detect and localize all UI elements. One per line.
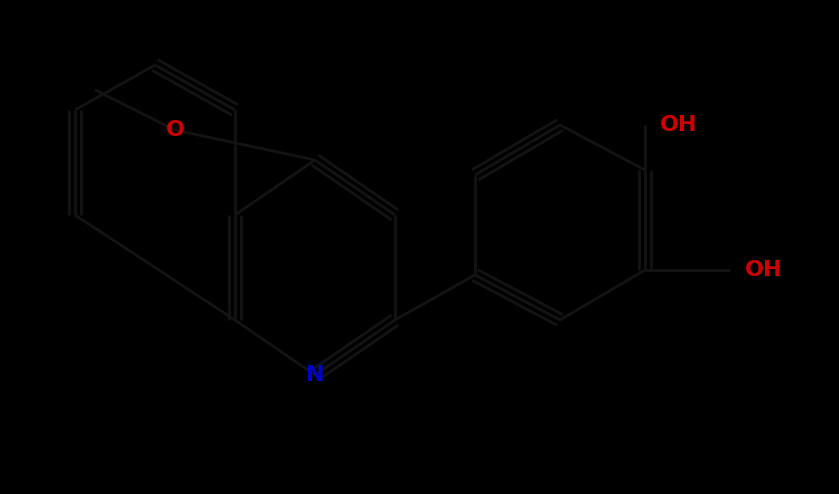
Text: OH: OH: [660, 115, 697, 135]
Text: O: O: [165, 120, 185, 140]
Text: N: N: [305, 365, 324, 385]
Text: OH: OH: [745, 260, 783, 280]
